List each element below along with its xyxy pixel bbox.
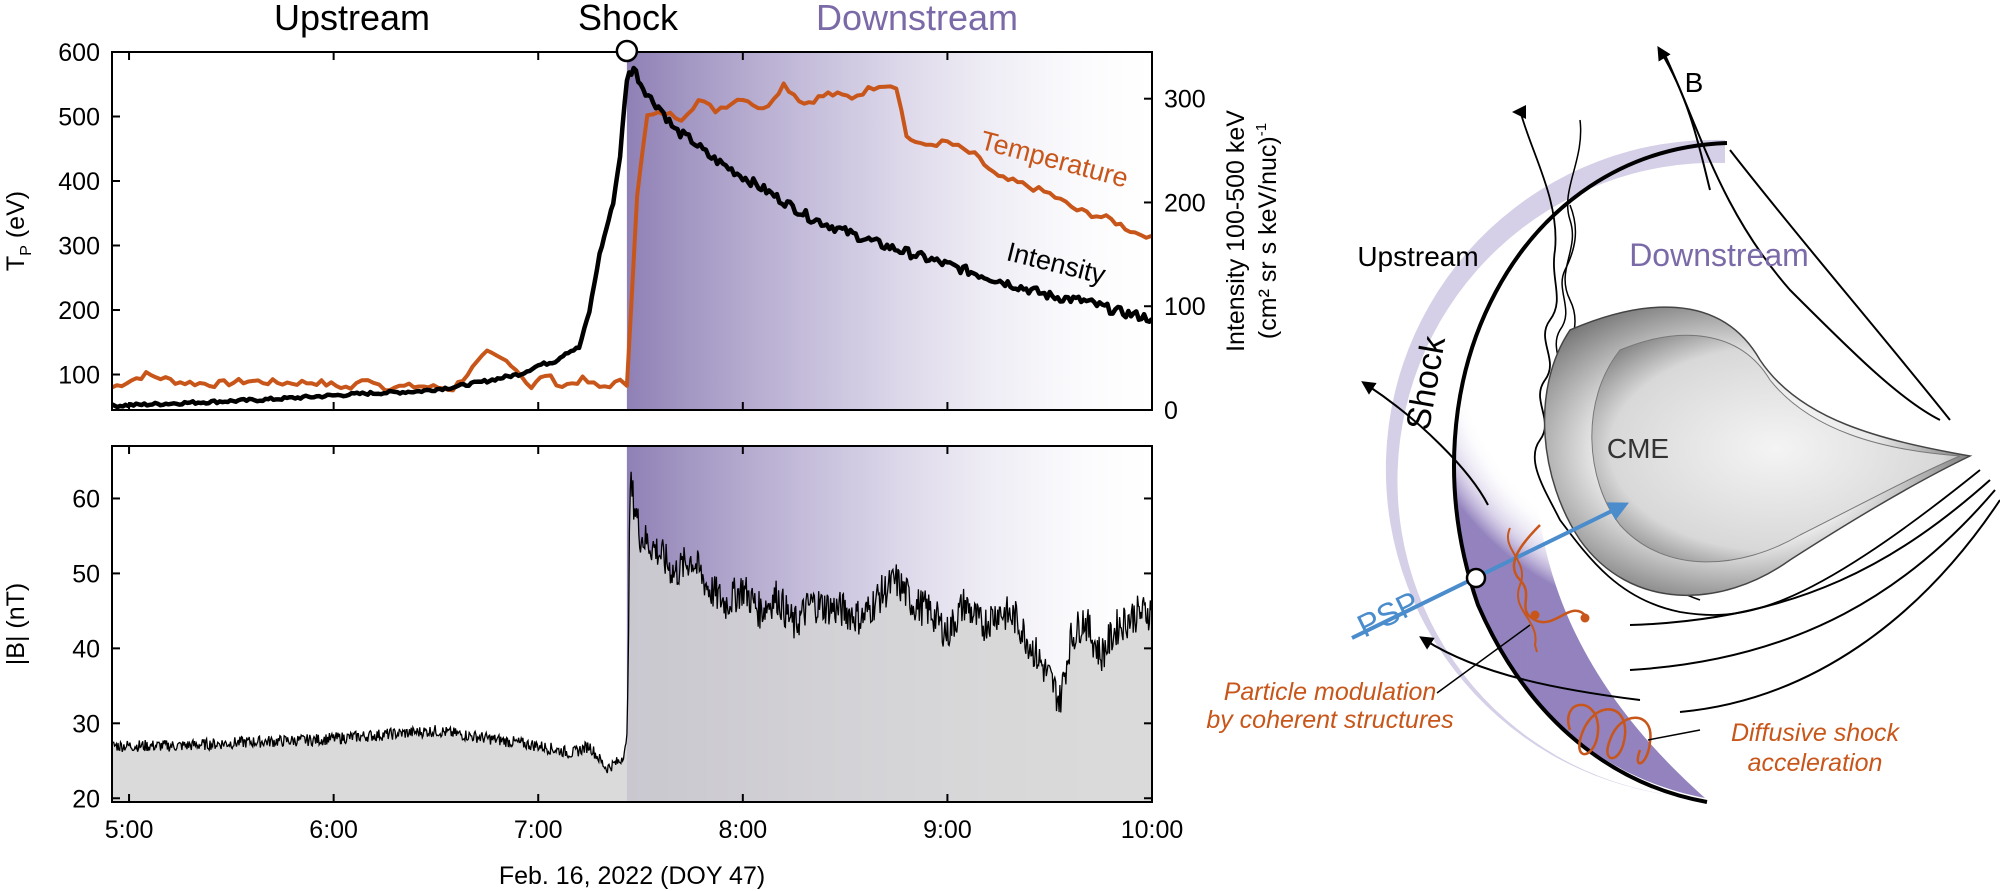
field-magnitude-area xyxy=(112,471,1152,802)
top-y-right-tick-label-1: 100 xyxy=(1164,293,1206,321)
cme-inner xyxy=(1591,334,1961,563)
upstream-arrow-low xyxy=(1419,636,1641,701)
schematic-downstream-label: Downstream xyxy=(1629,237,1809,273)
particle-modulation-label-line2: by coherent structures xyxy=(1206,706,1453,734)
bottom-y-tick-label-3: 50 xyxy=(72,560,100,588)
intensity-series-line xyxy=(112,65,1152,410)
top-ylabel-left: TP (eV) xyxy=(2,191,35,271)
field-magnitude-line xyxy=(112,471,1152,774)
top-y-left-tick-label-1: 200 xyxy=(58,297,100,325)
header-shock: Shock xyxy=(578,0,679,38)
bottom-ylabel: |B| (nT) xyxy=(2,583,30,665)
bottom-y-tick-label-4: 60 xyxy=(72,485,100,513)
dsa-label-line2: acceleration xyxy=(1748,749,1883,777)
top-downstream-shade xyxy=(626,52,1152,410)
particle-dot-1 xyxy=(1530,610,1540,620)
field-line-4 xyxy=(1679,499,2000,713)
bottom-panel: 5:00 6:00 7:00 8:00 9:00 10:00 20 30 40 50 60 |B|… xyxy=(2,445,1184,890)
dsa-label-line1: Diffusive shock xyxy=(1731,719,1901,747)
top-ylabel-right-line1: Intensity 100-500 keV xyxy=(1222,110,1250,352)
bottom-x-tick-label-1: 6:00 xyxy=(309,816,358,844)
bottom-y-tick-label-1: 30 xyxy=(72,710,100,738)
draped-line-1 xyxy=(1519,109,1981,616)
bottom-y-tick-label-0: 20 xyxy=(72,785,100,813)
particle-modulation-label-line1: Particle modulation xyxy=(1224,678,1437,706)
field-line-3 xyxy=(1629,489,1996,671)
top-y-left-tick-label-0: 100 xyxy=(58,362,100,390)
header-upstream: Upstream xyxy=(274,0,430,38)
temperature-series-line xyxy=(112,81,1152,393)
particle-modulation-leader xyxy=(1436,624,1531,694)
top-ylabel-left-unit: (eV) xyxy=(2,191,30,245)
shock-shell-gradient xyxy=(1454,140,1725,798)
top-ylabel-right-sup: -1 xyxy=(1253,123,1270,136)
top-ylabel-left-sub: P xyxy=(18,245,35,256)
bottom-x-tick-label-0: 5:00 xyxy=(105,816,154,844)
particle-modulation-path-2 xyxy=(1507,527,1538,653)
top-panel: 100 200 300 400 500 600 0 100 200 300 TP (eV) In… xyxy=(2,39,1282,425)
shock-front xyxy=(1452,141,1728,804)
field-line-1 xyxy=(1729,149,1951,421)
schematic-upstream-label: Upstream xyxy=(1357,241,1478,272)
bottom-plot-frame xyxy=(111,445,1153,803)
b-arrow xyxy=(1657,46,1711,191)
top-y-left-tick-label-5: 600 xyxy=(58,39,100,67)
top-ylabel-left-symbol: T xyxy=(2,256,30,271)
bottom-y-tick-label-2: 40 xyxy=(72,635,100,663)
top-y-right-tick-label-3: 300 xyxy=(1164,86,1206,114)
bottom-x-tick-label-3: 8:00 xyxy=(718,816,767,844)
header-downstream: Downstream xyxy=(816,0,1018,38)
bottom-x-tick-label-5: 10:00 xyxy=(1121,816,1184,844)
top-y-left-tick-label-3: 400 xyxy=(58,168,100,196)
bottom-x-tick-label-2: 7:00 xyxy=(514,816,563,844)
upstream-arrow-1 xyxy=(1361,381,1489,506)
top-ylabel-right-line2: (cm² sr s keV/nuc)-1 xyxy=(1253,123,1282,339)
schematic: CME PSP Particle modulation by coherent … xyxy=(1206,46,2000,804)
schematic-shock-label: Shock xyxy=(1399,332,1453,433)
field-line-b xyxy=(1664,54,1941,421)
particle-dot-2 xyxy=(1580,613,1590,623)
dsa-leader xyxy=(1647,729,1701,741)
dsa-loops xyxy=(1567,703,1652,765)
b-label: B xyxy=(1685,67,1704,98)
bottom-x-tick-label-4: 9:00 xyxy=(923,816,972,844)
top-y-left-tick-label-4: 500 xyxy=(58,104,100,132)
bottom-xlabel: Feb. 16, 2022 (DOY 47) xyxy=(499,862,765,890)
upstream-arrow-3 xyxy=(1520,110,1573,122)
top-ylabel-right-unit: (cm² sr s keV/nuc) xyxy=(1254,136,1282,339)
top-y-left-tick-label-2: 300 xyxy=(58,233,100,261)
field-line-2 xyxy=(1629,479,1991,626)
top-y-right-tick-label-0: 0 xyxy=(1164,397,1178,425)
top-y-right-tick-label-2: 200 xyxy=(1164,189,1206,217)
psp-shock-crossing xyxy=(1465,567,1487,589)
psp-trajectory xyxy=(1351,502,1629,640)
shock-marker xyxy=(615,39,639,63)
cme-label: CME xyxy=(1607,433,1669,464)
particle-modulation-path xyxy=(1512,524,1586,624)
